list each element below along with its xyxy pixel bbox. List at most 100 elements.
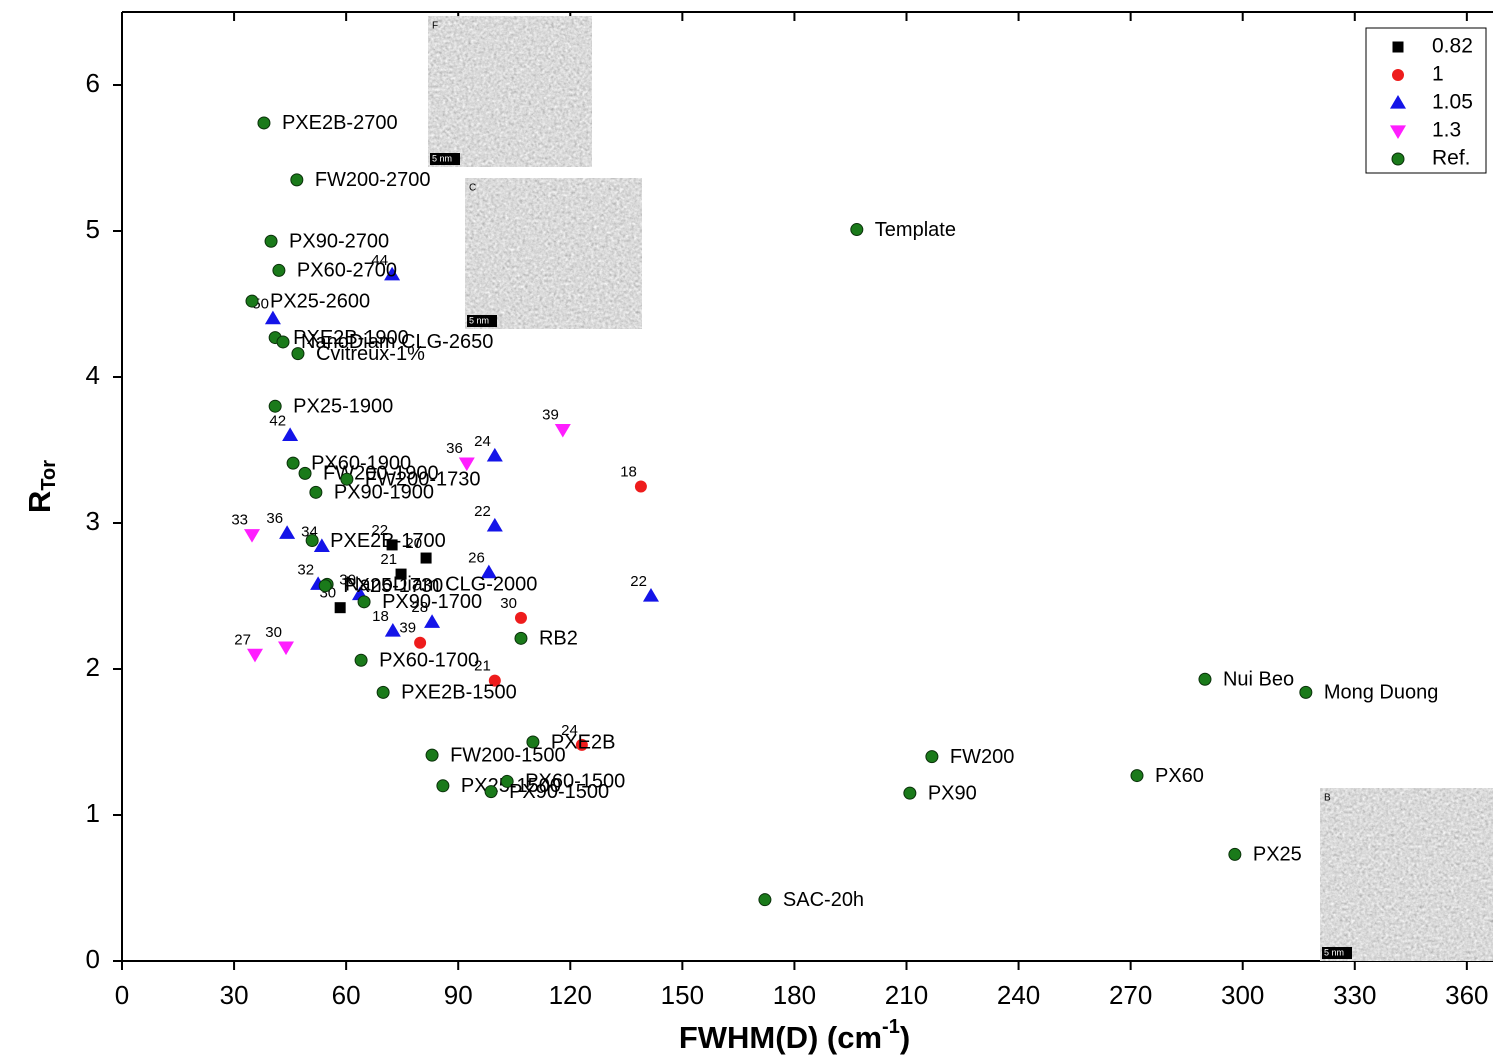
legend-label: 0.82 [1432,35,1473,58]
point [384,623,401,637]
point [500,774,514,788]
point-label: PX60-2700 [297,260,397,282]
x-tick-label: 60 [332,980,361,1010]
point [277,641,294,656]
point [305,534,319,548]
point [486,517,503,532]
x-tick-label: 30 [220,980,249,1010]
point-label: FW200-2700 [315,169,431,191]
point-label: Cvitreux-1% [316,343,425,365]
y-tick-label: 0 [86,944,100,974]
point-number: 32 [297,561,314,578]
point-number: 22 [630,573,647,590]
point-number: 30 [500,595,517,612]
point-label: FW200-1500 [450,744,566,766]
point-number: 24 [474,433,491,450]
point-number: 18 [372,608,389,625]
point-label: PX60 [1155,765,1204,787]
legend-label: 1 [1432,63,1444,86]
x-label-text: FWHM(D) (cm [679,1020,882,1055]
point [286,456,300,470]
y-tick-label: 4 [86,360,100,390]
y-tick-label: 2 [86,652,100,682]
point [268,399,282,413]
point-label: FW200 [950,746,1014,768]
point-label: PXE2B-2700 [282,112,398,134]
inset-letter: F [432,21,438,32]
x-tick-label: 150 [661,980,704,1010]
point [514,611,527,624]
point [291,347,305,361]
point [264,234,278,248]
x-tick-label: 300 [1221,980,1264,1010]
point-number: 39 [542,407,559,424]
point [484,785,498,799]
point [488,674,501,687]
point-number: 22 [371,522,388,539]
point [850,223,864,237]
point [272,263,286,277]
point-number: 18 [620,463,637,480]
point-number: 27 [234,631,251,648]
x-label-end: ) [900,1020,910,1055]
point-label: PX25-1900 [293,395,393,417]
y-label-text: R [22,491,57,513]
point-number: 24 [561,722,578,739]
point [425,748,439,762]
point-label: PXE2B-1700 [330,530,446,552]
point [1228,847,1242,861]
point-number: 21 [474,658,491,675]
point [386,539,398,551]
point-label: PX25 [1253,844,1302,866]
point-label: PX90-1900 [334,482,434,504]
y-tick-label: 1 [86,798,100,828]
point [1299,685,1313,699]
point-number: 26 [468,550,485,567]
legend-box [1365,27,1487,174]
point [395,568,407,580]
point [354,653,368,667]
legend-marker [1392,41,1404,53]
point [357,595,371,609]
point-label: SAC-20h [783,889,864,911]
point [480,564,497,579]
point-label: RB2 [539,628,578,650]
point [634,480,647,493]
point [420,552,432,564]
point-number: 33 [231,512,248,529]
point-label: PX25-2600 [270,290,370,312]
point [264,310,281,325]
point [486,447,503,462]
point [334,602,346,614]
point [298,466,312,480]
point [575,738,588,751]
y-tick-label: 5 [86,214,100,244]
scale-bar-bg [1322,947,1352,959]
point-label: PXE2B-1500 [401,682,517,704]
point-label: PX60-1900 [311,452,411,474]
x-tick-label: 360 [1445,980,1488,1010]
legend-label: 1.3 [1432,119,1461,142]
point [903,786,917,800]
legend-marker [1391,152,1405,166]
point [309,485,323,499]
point [245,294,259,308]
x-label-sup: -1 [882,1016,900,1038]
legend-label: Ref. [1432,147,1471,170]
point-label: PX25-1730 [343,575,443,597]
point-label: Nui Beo [1223,669,1294,691]
point [1130,769,1144,783]
point [458,457,475,472]
point [313,538,330,552]
point [246,648,263,663]
x-tick-label: 120 [549,980,592,1010]
inset-scale: 5 nm [469,315,489,325]
inset-scale: 5 nm [1324,947,1344,957]
inset-letter: B [1324,793,1331,804]
point-number: 44 [371,252,388,269]
point-number: 36 [266,510,283,527]
inset-image [1320,788,1493,961]
point-label: PX60-1500 [525,771,625,793]
inset-letter: C [469,183,476,194]
